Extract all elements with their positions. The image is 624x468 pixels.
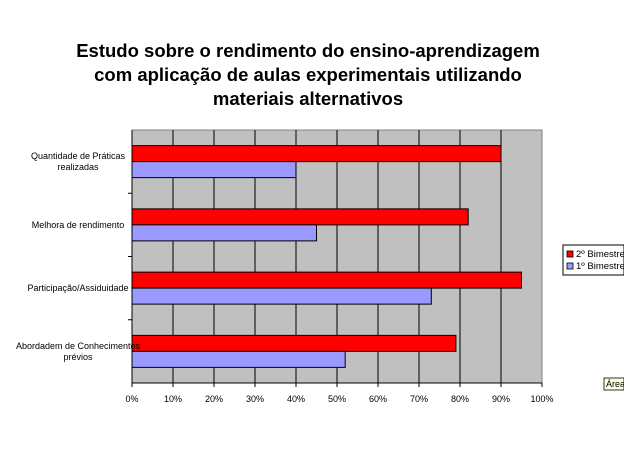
bar-series-1-category-3 [131, 271, 522, 289]
tooltip-text: Área d [606, 379, 624, 389]
chart-title-line-1: Estudo sobre o rendimento do ensino-apre… [76, 40, 540, 61]
bar-series-1-category-4 [131, 334, 457, 352]
x-tick-label: 80% [451, 394, 469, 404]
tooltip-box [603, 377, 624, 391]
x-tick-label: 90% [492, 394, 510, 404]
x-tick-label: 100% [530, 394, 553, 404]
category-label: Abordadem de Conhecimentos [16, 341, 141, 351]
category-label: Quantidade de Práticas [31, 151, 126, 161]
x-tick-label: 10% [164, 394, 182, 404]
legend-swatch-series-2 [566, 262, 574, 270]
category-label: prévios [63, 352, 93, 362]
category-label: realizadas [57, 162, 99, 172]
bars [131, 145, 522, 368]
bar-series-1-category-1 [131, 145, 502, 163]
x-tick-label: 20% [205, 394, 223, 404]
legend-swatch-series-1 [566, 250, 574, 258]
x-tick-label: 0% [125, 394, 138, 404]
category-label: Melhora de rendimento [32, 220, 125, 230]
x-tick-label: 60% [369, 394, 387, 404]
legend-box [562, 244, 624, 276]
bar-series-2-category-3 [131, 287, 432, 305]
legend-label-series-2: 1º Bimestre [576, 261, 624, 272]
chart-area-tooltip: Área d [603, 377, 624, 391]
category-label: Participação/Assiduidade [27, 283, 128, 293]
bar-series-2-category-1 [131, 161, 297, 179]
bar-series-2-category-2 [131, 224, 317, 242]
chart-title-line-2: com aplicação de aulas experimentais uti… [94, 64, 522, 85]
chart-title: Estudo sobre o rendimento do ensino-apre… [76, 40, 540, 109]
axes [128, 130, 543, 387]
bar-series-2-category-4 [131, 350, 346, 368]
x-tick-label: 40% [287, 394, 305, 404]
x-tick-label: 50% [328, 394, 346, 404]
bar-series-1-category-2 [131, 208, 469, 226]
legend: 2º Bimestre 1º Bimestre [562, 244, 624, 276]
x-tick-label: 70% [410, 394, 428, 404]
x-axis-tick-labels: 0% 10% 20% 30% 40% 50% 60% 70% 80% 90% 100% [125, 394, 553, 404]
legend-label-series-1: 2º Bimestre [576, 249, 624, 260]
x-tick-label: 30% [246, 394, 264, 404]
chart-title-line-3: materiais alternativos [213, 88, 403, 109]
